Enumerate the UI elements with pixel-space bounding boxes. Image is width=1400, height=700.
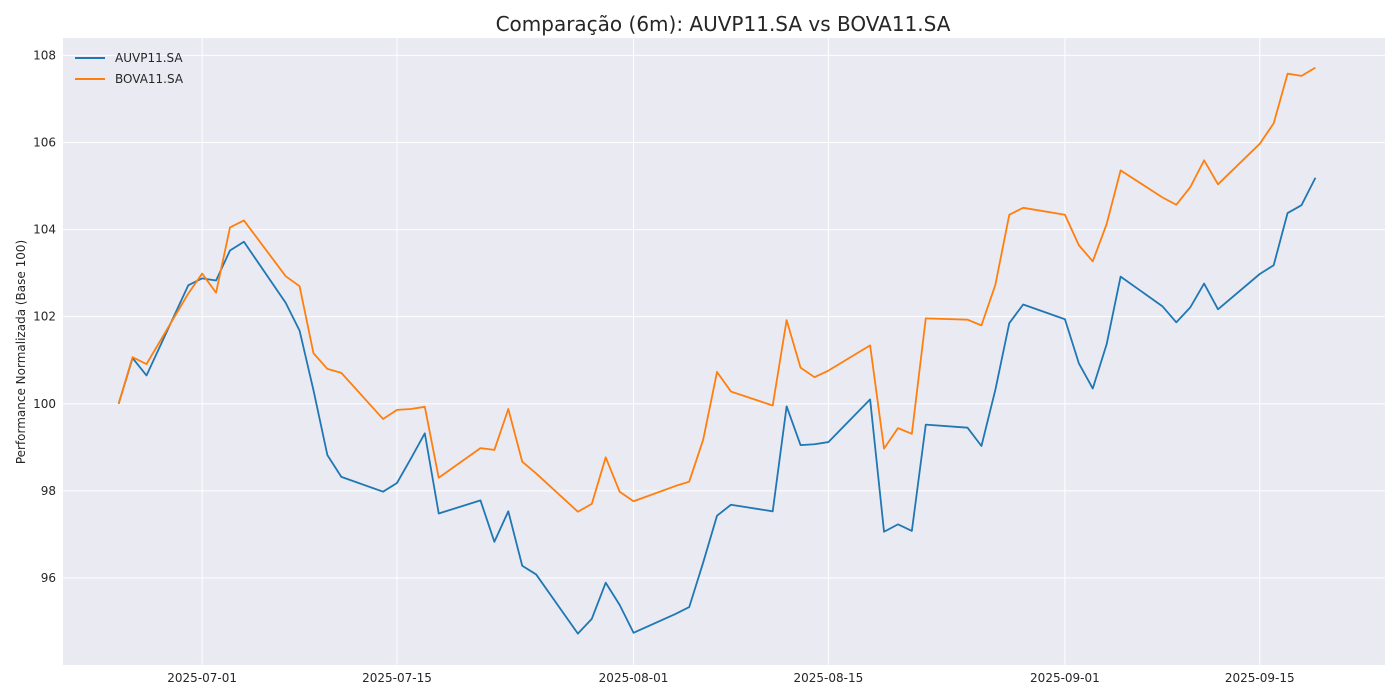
y-tick-label: 98	[41, 484, 56, 498]
x-tick-label: 2025-08-01	[599, 671, 669, 685]
y-tick-label: 104	[33, 223, 56, 237]
series-layer	[117, 66, 1317, 635]
y-tick-label: 100	[33, 397, 56, 411]
legend-entry: BOVA11.SA	[115, 72, 184, 86]
x-axis-ticks: 2025-07-01 2025-07-15 2025-08-01 2025-08-15…	[167, 671, 1294, 685]
x-tick-label: 2025-08-15	[793, 671, 863, 685]
plot-area	[63, 38, 1385, 665]
x-tick-label: 2025-09-01	[1030, 671, 1100, 685]
x-tick-label: 2025-07-01	[167, 671, 237, 685]
y-tick-label: 106	[33, 136, 56, 150]
y-axis-label: Performance Normalizada (Base 100)	[14, 240, 28, 464]
x-tick-label: 2025-09-15	[1225, 671, 1295, 685]
y-tick-label: 102	[33, 310, 56, 324]
legend-entry: AUVP11.SA	[115, 51, 183, 65]
chart-title: Comparação (6m): AUVP11.SA vs BOVA11.SA	[496, 12, 951, 36]
y-tick-label: 96	[41, 571, 56, 585]
x-tick-label: 2025-07-15	[362, 671, 432, 685]
legend: AUVP11.SA BOVA11.SA	[75, 51, 184, 86]
series-line-bova11-sa	[117, 66, 1316, 513]
y-tick-label: 108	[33, 48, 56, 62]
series-line-auvp11-sa	[117, 177, 1317, 635]
y-axis-ticks: 96 98 100 102 104 106 108	[33, 48, 56, 585]
